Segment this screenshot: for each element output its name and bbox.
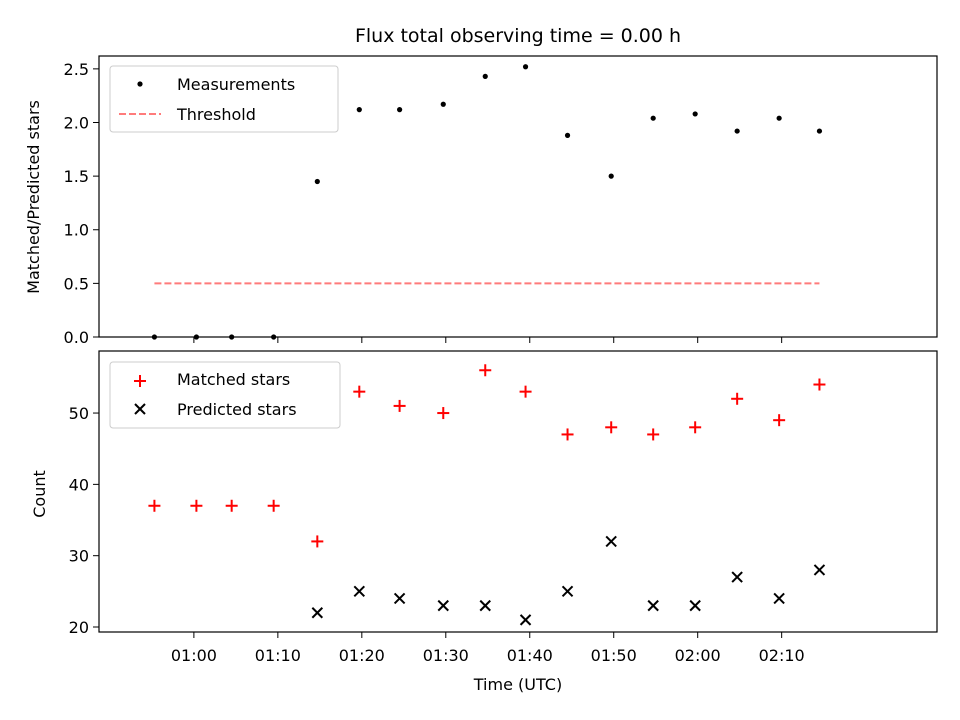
matched-stars-point bbox=[813, 378, 826, 391]
legend-matched-stars-label: Matched stars bbox=[177, 370, 290, 389]
matched-stars-point bbox=[190, 499, 203, 512]
predicted-stars-point bbox=[647, 599, 659, 612]
measurements-point bbox=[482, 73, 488, 79]
bottom-y-tick-label: 20 bbox=[69, 618, 89, 637]
matched-stars-point bbox=[353, 385, 366, 398]
measurements-point bbox=[816, 128, 823, 134]
matched-stars-point bbox=[519, 385, 532, 398]
predicted-stars-point bbox=[605, 535, 617, 548]
bottom-x-tick-label: 01:10 bbox=[255, 646, 301, 665]
matched-stars-point bbox=[561, 428, 574, 441]
bottom-x-tick-label: 02:10 bbox=[759, 646, 805, 665]
matched-stars-point bbox=[437, 407, 450, 420]
top-y-tick-label: 2.5 bbox=[64, 60, 89, 79]
predicted-stars-point bbox=[773, 592, 785, 605]
bottom-x-tick-label: 01:40 bbox=[507, 646, 553, 665]
bottom-y-tick-label: 30 bbox=[69, 547, 89, 566]
measurements-point bbox=[776, 115, 782, 121]
legend-measurements-label: Measurements bbox=[177, 75, 295, 94]
top-chart-title: Flux total observing time = 0.00 h bbox=[355, 25, 681, 47]
top-y-tick-label: 0.0 bbox=[64, 328, 89, 347]
matched-stars-point bbox=[731, 392, 744, 405]
measurements-point bbox=[440, 101, 446, 107]
predicted-stars-point bbox=[311, 607, 324, 619]
measurements-point bbox=[356, 107, 362, 113]
legend-predicted-stars-marker bbox=[134, 403, 146, 415]
legend-measurements-marker bbox=[137, 81, 143, 87]
predicted-stars-point bbox=[689, 599, 701, 612]
measurements-point bbox=[314, 178, 320, 185]
legend-matched-stars-marker bbox=[134, 375, 146, 387]
top-chart-y-axis-label: Matched/Predicted stars bbox=[24, 100, 43, 294]
matched-stars-point bbox=[393, 399, 406, 412]
bottom-axes-frame bbox=[98, 350, 938, 633]
top-y-tick-label: 0.5 bbox=[64, 274, 89, 293]
matched-stars-point bbox=[311, 535, 324, 548]
bottom-chart-x-axis-label: Time (UTC) bbox=[473, 675, 562, 694]
top-chart-plot-area: 0.0 0.5 1.0 1.5 2.0 2.5 bbox=[64, 55, 938, 347]
bottom-chart-y-axis-label: Count bbox=[30, 470, 49, 518]
predicted-stars-point bbox=[519, 614, 532, 626]
bottom-chart-plot-area: 20 30 40 50 01:00 01:10 01:20 01:30 01:40 01:50 02… bbox=[69, 350, 938, 665]
matched-stars-point bbox=[689, 421, 702, 434]
bottom-y-tick-label: 40 bbox=[69, 475, 89, 494]
top-legend-frame bbox=[109, 65, 339, 133]
top-axes-frame bbox=[98, 55, 938, 338]
measurements-point bbox=[734, 128, 740, 134]
bottom-x-tick-label: 01:30 bbox=[423, 646, 469, 665]
matched-stars-point bbox=[773, 414, 786, 427]
measurements-point bbox=[608, 173, 614, 179]
measurements-point bbox=[692, 111, 698, 117]
measurements-point bbox=[650, 115, 656, 121]
measurements-point bbox=[522, 64, 529, 70]
legend-predicted-stars-label: Predicted stars bbox=[177, 400, 297, 419]
top-chart-legend: Measurements Threshold bbox=[109, 65, 339, 133]
top-y-tick-label: 1.5 bbox=[64, 167, 89, 186]
top-y-tick-label: 1.0 bbox=[64, 221, 89, 240]
legend-threshold-label: Threshold bbox=[176, 105, 256, 124]
bottom-x-tick-label: 01:20 bbox=[339, 646, 385, 665]
predicted-stars-point bbox=[393, 592, 406, 605]
bottom-x-tick-label: 02:00 bbox=[675, 646, 721, 665]
matched-stars-point bbox=[225, 499, 238, 512]
predicted-stars-point bbox=[731, 571, 743, 583]
measurements-point bbox=[397, 107, 403, 113]
measurements-point bbox=[564, 132, 571, 138]
matched-stars-point bbox=[479, 364, 492, 377]
bottom-x-tick-label: 01:50 bbox=[591, 646, 637, 665]
top-y-tick-label: 2.0 bbox=[64, 113, 89, 132]
bottom-x-tick-label: 01:00 bbox=[171, 646, 217, 665]
bottom-y-tick-label: 50 bbox=[69, 404, 89, 423]
predicted-stars-point bbox=[479, 599, 491, 612]
bottom-chart-legend: Matched stars Predicted stars bbox=[109, 361, 341, 429]
matched-stars-point bbox=[267, 499, 280, 512]
predicted-stars-point bbox=[437, 599, 449, 612]
matched-stars-point bbox=[148, 499, 161, 512]
matched-stars-point bbox=[647, 428, 660, 441]
predicted-stars-point bbox=[813, 564, 826, 576]
matched-stars-point bbox=[605, 421, 618, 434]
bottom-legend-frame bbox=[109, 361, 341, 429]
predicted-stars-point bbox=[353, 585, 366, 598]
predicted-stars-point bbox=[561, 585, 574, 598]
